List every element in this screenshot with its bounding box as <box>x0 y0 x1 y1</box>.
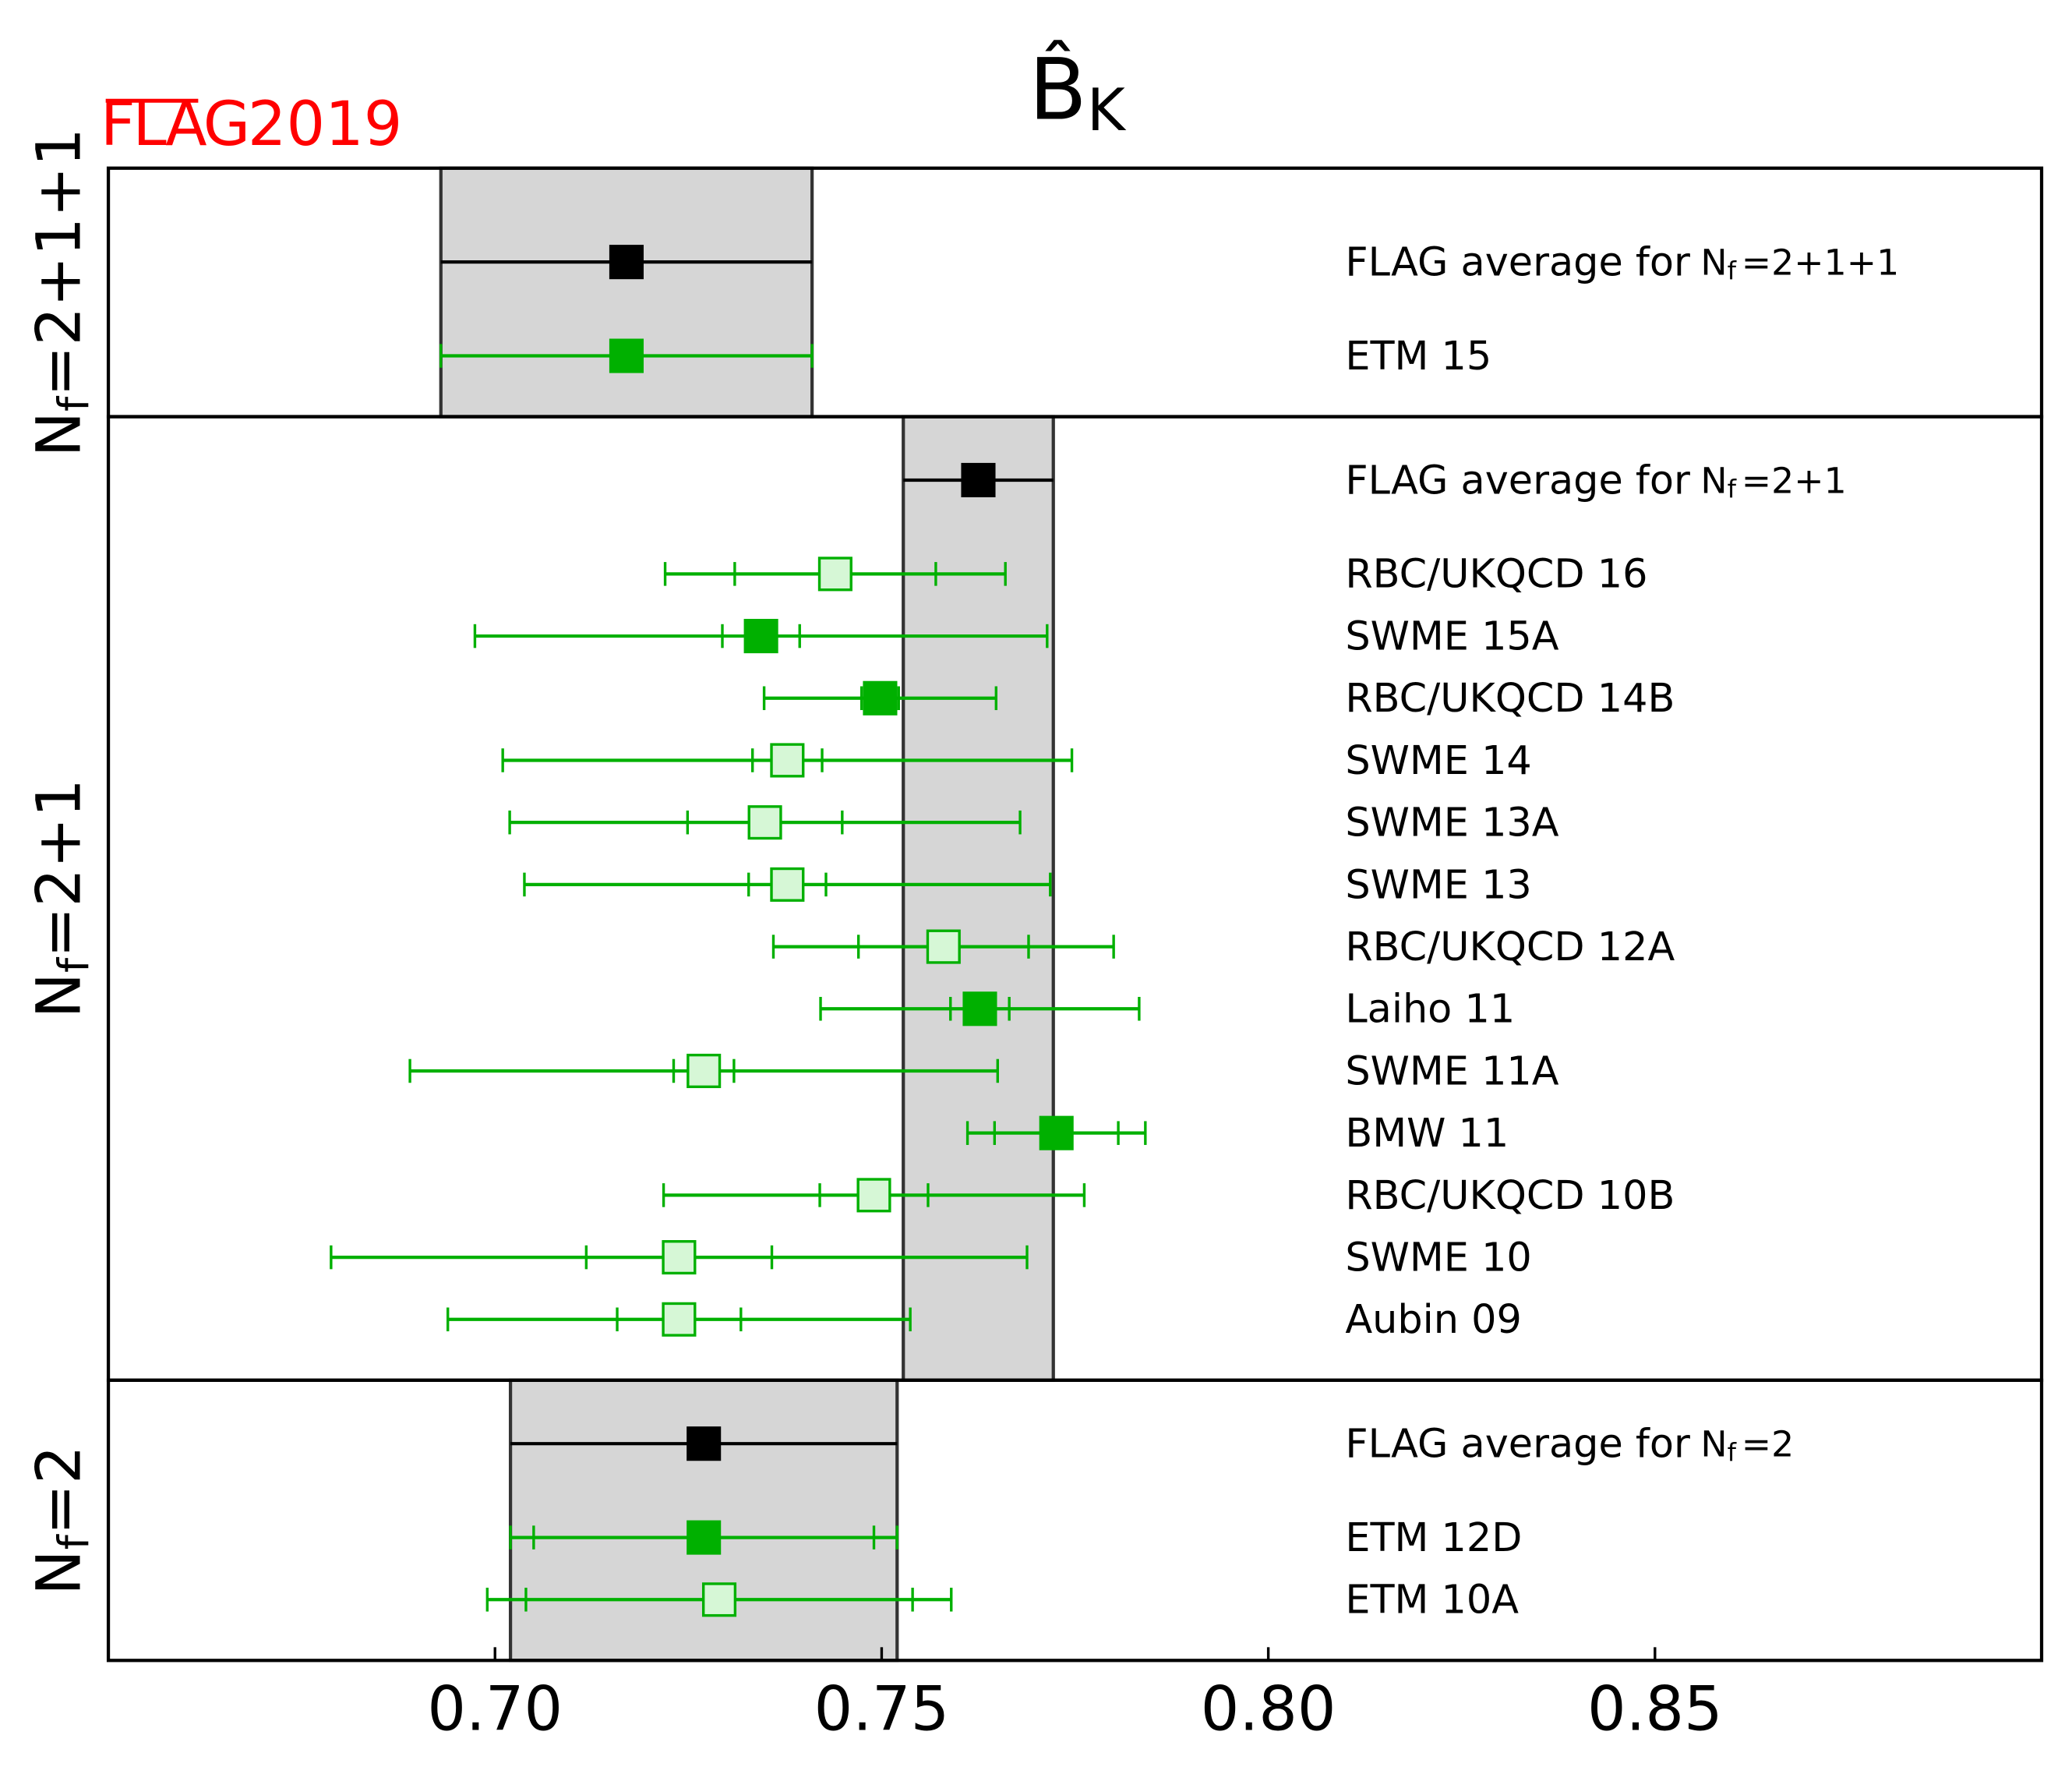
result-label: BMW 11 <box>1345 1110 1509 1156</box>
panel-frame <box>106 1378 2044 1663</box>
result-label: ETM 10A <box>1345 1577 1519 1623</box>
result-marker <box>856 1178 891 1213</box>
panel-label: Nf=2+1+1 <box>25 128 99 457</box>
average-nf: =2+1 <box>1742 460 1847 501</box>
flavour-subscript: f <box>1728 475 1737 504</box>
result-marker <box>687 1520 722 1555</box>
average-band <box>439 166 814 419</box>
average-label: FLAG average for Nf =2+1+1 <box>1345 239 1899 286</box>
result-label: SWME 11A <box>1345 1048 1558 1094</box>
average-nf: =2 <box>1742 1423 1794 1465</box>
flavour-subscript: f <box>49 1533 98 1550</box>
flavour-symbol: N <box>25 412 95 457</box>
flavour-subscript: f <box>49 956 98 973</box>
panel-label: Nf=2+1 <box>25 779 99 1018</box>
logo-year: 2019 <box>248 90 403 160</box>
x-tick-label: 0.85 <box>1587 1675 1723 1745</box>
result-label: SWME 13A <box>1345 800 1558 846</box>
result-label: Laiho 11 <box>1345 986 1515 1032</box>
x-tick-label: 0.70 <box>427 1675 563 1745</box>
average-band <box>902 415 1055 1382</box>
average-marker <box>609 245 644 280</box>
result-label: SWME 13 <box>1345 861 1531 907</box>
title-main: B̂ <box>1029 40 1086 139</box>
title-subscript: K <box>1087 76 1127 144</box>
result-marker <box>743 619 778 654</box>
flavour-subscript: f <box>1728 1438 1737 1468</box>
result-marker <box>770 867 805 902</box>
x-tick-label: 0.75 <box>814 1675 950 1745</box>
logo: FLAG2019 <box>101 90 403 160</box>
panel-nf: =2 <box>25 1445 95 1535</box>
result-label: SWME 15A <box>1345 613 1558 659</box>
result-marker <box>609 338 644 373</box>
result-label: ETM 15 <box>1345 333 1491 379</box>
result-marker <box>863 680 898 716</box>
average-label-text: FLAG average for <box>1345 457 1690 503</box>
average-label: FLAG average for Nf =2+1 <box>1345 457 1846 504</box>
result-marker <box>747 805 782 840</box>
flavour-symbol: N <box>25 973 95 1018</box>
result-label: RBC/UKQCD 16 <box>1345 551 1647 597</box>
average-marker <box>961 462 996 498</box>
result-marker <box>662 1240 697 1275</box>
average-label: FLAG average for Nf =2 <box>1345 1421 1794 1468</box>
result-marker <box>962 991 997 1027</box>
result-label: RBC/UKQCD 14B <box>1345 675 1675 721</box>
result-label: RBC/UKQCD 10B <box>1345 1172 1675 1218</box>
result-marker <box>687 1053 722 1089</box>
average-label-text: FLAG average for <box>1345 239 1690 285</box>
flavour-subscript: f <box>1728 256 1737 286</box>
result-marker <box>701 1582 737 1617</box>
logo-name: FLAG <box>101 90 248 160</box>
result-label: SWME 10 <box>1345 1234 1531 1280</box>
flavour-symbol: N <box>1700 460 1727 501</box>
marks <box>330 245 1147 1617</box>
average-nf: =2+1+1 <box>1742 242 1899 283</box>
result-marker <box>926 929 961 964</box>
x-tick-label: 0.80 <box>1201 1675 1336 1745</box>
flavour-symbol: N <box>1700 1423 1727 1465</box>
flavour-symbol: N <box>1700 242 1727 283</box>
chart-title: B̂K <box>1029 40 1126 143</box>
panel-nf: =2+1+1 <box>25 128 95 397</box>
result-label: RBC/UKQCD 12A <box>1345 924 1675 970</box>
flavour-subscript: f <box>49 395 98 412</box>
result-label: ETM 12D <box>1345 1514 1522 1560</box>
result-marker <box>662 1302 697 1337</box>
panel-label: Nf=2 <box>25 1445 99 1595</box>
average-marker <box>687 1426 722 1461</box>
flavour-symbol: N <box>25 1550 95 1595</box>
result-marker <box>817 557 852 592</box>
result-label: Aubin 09 <box>1345 1296 1522 1342</box>
frames <box>106 166 2044 1663</box>
average-label-text: FLAG average for <box>1345 1421 1690 1467</box>
result-marker <box>1039 1115 1074 1150</box>
result-label: SWME 14 <box>1345 737 1531 783</box>
panel-nf: =2+1 <box>25 779 95 958</box>
result-marker <box>770 743 805 778</box>
